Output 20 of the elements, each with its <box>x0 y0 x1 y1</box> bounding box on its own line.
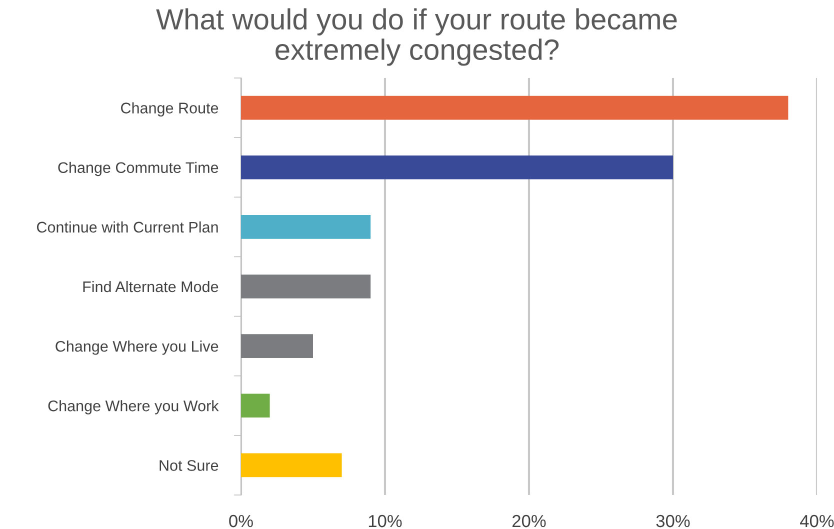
y-tick-label: Find Alternate Mode <box>83 280 218 292</box>
chart-title: What would you do if your route became extremely congested? <box>156 8 677 66</box>
x-tick-label: 10% <box>368 514 402 528</box>
bar <box>241 274 371 298</box>
bar <box>241 155 673 180</box>
x-tick-label: 0% <box>229 514 253 528</box>
bar <box>241 334 313 358</box>
y-tick-label: Continue with Current Plan <box>36 221 218 233</box>
y-tick-label: Not Sure <box>160 460 218 471</box>
x-tick-label: 20% <box>512 514 546 528</box>
y-tick-label: Change Where you Live <box>56 340 218 355</box>
bar <box>241 215 371 239</box>
y-tick-label: Change Route <box>121 102 218 116</box>
bar <box>241 453 342 478</box>
bar <box>241 394 270 418</box>
y-tick-label: Change Where you Work <box>48 400 219 414</box>
x-tick-label: 40% <box>800 514 834 528</box>
x-tick-label: 30% <box>656 514 690 528</box>
y-tick-label: Change Commute Time <box>58 162 218 176</box>
bar <box>241 96 788 120</box>
